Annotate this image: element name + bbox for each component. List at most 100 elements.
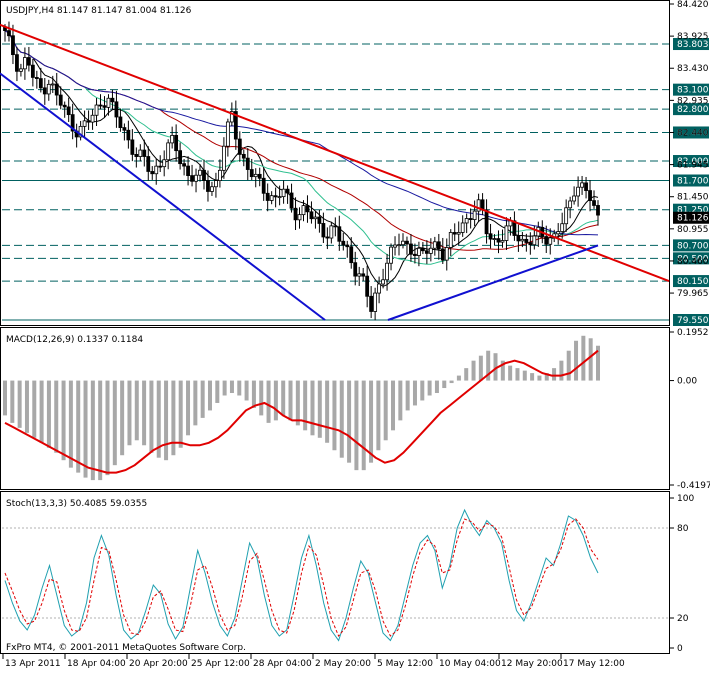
candle-body bbox=[269, 195, 274, 201]
candle-body bbox=[158, 165, 163, 168]
macd-histogram-bar bbox=[317, 380, 322, 438]
level-tag bbox=[673, 275, 709, 288]
level-tag bbox=[673, 252, 709, 265]
macd-histogram-bar bbox=[383, 380, 388, 441]
macd-histogram-bar bbox=[251, 380, 256, 408]
candle-body bbox=[588, 190, 592, 201]
macd-histogram-bar bbox=[420, 380, 425, 401]
candle-body bbox=[237, 138, 242, 155]
stoch-tick-label: 0 bbox=[677, 644, 683, 654]
candles bbox=[3, 21, 600, 321]
price-tick-label: 80.955 bbox=[677, 225, 709, 235]
candle-body bbox=[11, 35, 15, 56]
macd-histogram-bar bbox=[229, 380, 234, 394]
candle-body bbox=[265, 192, 270, 201]
macd-histogram-bar bbox=[142, 380, 147, 446]
trendlines bbox=[0, 23, 670, 321]
macd-tick-label: 0.1952 bbox=[677, 328, 709, 338]
macd-histogram-bar bbox=[98, 380, 103, 481]
macd-histogram-bar bbox=[588, 338, 593, 381]
candle-body bbox=[516, 235, 521, 242]
macd-histogram-bar bbox=[456, 375, 461, 381]
candle-body bbox=[186, 165, 190, 176]
macd-histogram-bar bbox=[149, 380, 154, 453]
candle-body bbox=[46, 83, 51, 95]
macd-histogram-bar bbox=[24, 380, 29, 433]
candle-body bbox=[492, 238, 497, 240]
macd-histogram-bar bbox=[391, 380, 396, 431]
macd-histogram-bar bbox=[83, 380, 88, 478]
level-tag bbox=[673, 174, 709, 187]
macd-title: MACD(12,26,9) 0.1337 0.1184 bbox=[6, 335, 143, 345]
candle-body bbox=[365, 275, 370, 297]
moving-averages bbox=[4, 30, 599, 287]
candle-body bbox=[102, 105, 107, 108]
macd-histogram-bar bbox=[581, 335, 586, 381]
candle-body bbox=[385, 262, 389, 281]
candle-body bbox=[154, 165, 159, 175]
candle-body bbox=[568, 200, 573, 209]
candle-body bbox=[26, 57, 31, 66]
macd-histogram-bar bbox=[90, 380, 95, 481]
level-tag bbox=[673, 126, 709, 139]
stoch-signal-line bbox=[4, 518, 599, 637]
macd-histogram-bar bbox=[200, 380, 205, 418]
macd-histogram-bar bbox=[325, 380, 330, 443]
candle-body bbox=[225, 121, 230, 147]
candle-body bbox=[309, 211, 314, 220]
candle-body bbox=[166, 142, 171, 161]
level-tag bbox=[673, 239, 709, 252]
candle-body bbox=[468, 218, 473, 220]
price-axis: 83.803 83.100 82.800 82.440 82.000 81.700 81.2… bbox=[669, 0, 709, 326]
level-tag-label: 81.700 bbox=[677, 176, 709, 186]
candle-body bbox=[297, 214, 302, 221]
price-tick-label: 83.430 bbox=[677, 64, 709, 74]
macd-histogram-bar bbox=[295, 380, 300, 426]
candle-body bbox=[401, 240, 405, 246]
candle-body bbox=[373, 292, 378, 312]
candle-body bbox=[357, 273, 362, 277]
candle-body bbox=[245, 157, 250, 170]
macd-histogram-bar bbox=[237, 380, 242, 396]
macd-histogram-bar bbox=[193, 380, 198, 426]
macd-histogram-bar bbox=[493, 353, 498, 381]
moving-average-line bbox=[4, 30, 599, 265]
time-axis: 13 Apr 2011 18 Apr 04:00 20 Apr 20:00 25 Ap… bbox=[2, 654, 625, 669]
candle-body bbox=[150, 171, 155, 175]
candle-body bbox=[50, 83, 55, 86]
macd-histogram-bar bbox=[303, 380, 308, 431]
macd-histogram-bar bbox=[515, 368, 520, 381]
candle-body bbox=[218, 169, 222, 181]
macd-histogram-bar bbox=[478, 355, 483, 381]
macd-histogram-bar bbox=[3, 380, 7, 416]
price-tick-label: 82.440 bbox=[677, 128, 709, 138]
macd-histogram-bar bbox=[32, 380, 37, 438]
candle-body bbox=[38, 78, 43, 89]
candle-body bbox=[409, 243, 413, 255]
candle-body bbox=[162, 159, 167, 168]
candle-body bbox=[293, 207, 298, 221]
candle-body bbox=[122, 127, 127, 131]
candle-body bbox=[54, 83, 59, 96]
candle-body bbox=[214, 180, 218, 188]
candle-body bbox=[86, 120, 91, 123]
level-tag bbox=[673, 38, 709, 51]
candle-body bbox=[110, 97, 115, 103]
level-tag bbox=[673, 103, 709, 116]
candle-body bbox=[82, 120, 87, 127]
candle-body bbox=[524, 238, 529, 243]
candle-body bbox=[277, 196, 282, 199]
candle-body bbox=[532, 235, 537, 246]
candle-body bbox=[361, 273, 366, 277]
price-tick-label: 82.935 bbox=[677, 96, 709, 106]
candle-body bbox=[249, 169, 254, 178]
trendline bbox=[0, 23, 670, 283]
candle-body bbox=[321, 223, 326, 238]
time-tick-label: 13 Apr 2011 bbox=[5, 659, 61, 669]
candle-body bbox=[500, 240, 505, 243]
candle-body bbox=[580, 182, 584, 188]
time-tick-label: 17 May 12:00 bbox=[563, 659, 625, 669]
macd-histogram-bar bbox=[171, 380, 176, 456]
candle-body bbox=[556, 231, 561, 235]
macd-tick-label: -0.4197 bbox=[677, 481, 710, 491]
